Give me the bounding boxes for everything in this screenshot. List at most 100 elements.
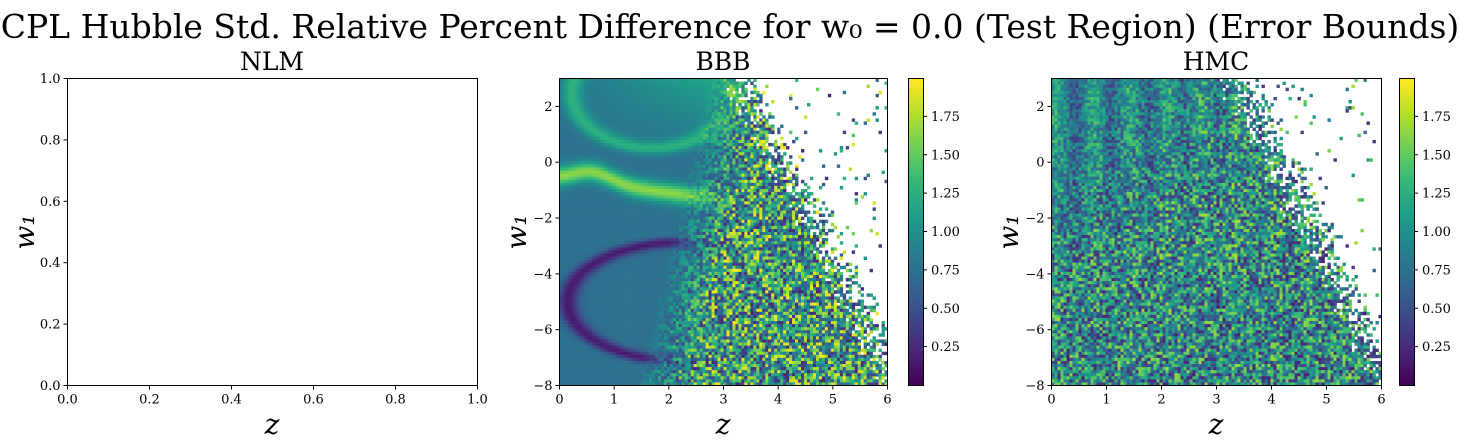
heatmap-cell (648, 195, 653, 199)
heatmap-cell (798, 244, 802, 248)
heatmap-cell (574, 216, 578, 221)
heatmap-cell (601, 127, 605, 132)
heatmap-cell (589, 164, 593, 168)
heatmap-cell (616, 179, 620, 184)
heatmap-cell (604, 142, 608, 147)
heatmap-cell (777, 127, 781, 132)
heatmap-cell (714, 182, 718, 187)
heatmap-cell (750, 192, 754, 196)
heatmap-cell (768, 268, 772, 273)
heatmap-cell (574, 115, 578, 119)
heatmap-cell (634, 225, 638, 230)
heatmap-cell (705, 136, 709, 141)
heatmap-cell (660, 265, 665, 270)
heatmap-cell (598, 210, 602, 214)
heatmap-cell (741, 115, 745, 119)
heatmap-cell (729, 109, 733, 113)
heatmap-cell (815, 265, 820, 270)
heatmap-cell (616, 262, 620, 267)
heatmap-cell (640, 78, 644, 82)
heatmap-cell (759, 201, 763, 205)
heatmap-cell (714, 112, 718, 116)
heatmap-cell (640, 259, 644, 264)
heatmap-cell (735, 96, 739, 101)
heatmap-cell (660, 170, 665, 175)
heatmap-cell (598, 204, 602, 208)
heatmap-cell (696, 225, 700, 230)
heatmap-cell (681, 164, 686, 168)
heatmap-cell (586, 232, 590, 236)
heatmap-cell (693, 84, 698, 89)
heatmap-cell (562, 241, 566, 245)
heatmap-cell (747, 244, 751, 248)
heatmap-cell (756, 182, 760, 187)
heatmap-cell (783, 225, 787, 230)
heatmap-cell (669, 139, 674, 144)
heatmap-cell (777, 241, 781, 245)
heatmap-cell (723, 228, 727, 233)
heatmap-cell (744, 170, 748, 175)
heatmap-cell (613, 185, 617, 190)
heatmap-cell (756, 225, 760, 230)
heatmap-cell (705, 164, 709, 168)
heatmap-cell (771, 219, 775, 224)
heatmap-cell (660, 259, 665, 264)
heatmap-cell (765, 198, 769, 202)
heatmap-cell (699, 136, 703, 141)
heatmap-cell (798, 256, 802, 260)
heatmap-cell (571, 256, 575, 260)
heatmap-cell (595, 149, 599, 153)
heatmap-cell (795, 256, 799, 260)
heatmap-cell (601, 213, 605, 217)
heatmap-cell (586, 225, 590, 230)
heatmap-cell (675, 127, 680, 132)
heatmap-cell (687, 149, 692, 153)
heatmap-cell (628, 201, 632, 205)
heatmap-cell (616, 222, 620, 227)
heatmap-cell (642, 155, 647, 159)
heatmap-cell (720, 99, 724, 104)
heatmap-cell (798, 250, 802, 254)
heatmap-cell (756, 185, 760, 190)
heatmap-cell (583, 204, 587, 208)
heatmap-cell (801, 235, 805, 239)
heatmap-cell (723, 96, 727, 101)
heatmap-cell (574, 225, 578, 230)
heatmap-cell (562, 235, 566, 239)
heatmap-cell (580, 256, 584, 260)
heatmap-cell (645, 259, 650, 264)
heatmap-cell (604, 161, 608, 165)
heatmap-cell (818, 232, 823, 236)
heatmap-cell (574, 99, 578, 104)
heatmap-cell (708, 142, 712, 147)
heatmap-cell (795, 182, 799, 187)
heatmap-cell (580, 207, 584, 211)
heatmap-cell (654, 189, 659, 193)
heatmap-cell (720, 265, 724, 270)
heatmap-cell (562, 216, 566, 221)
heatmap-cell (598, 96, 602, 101)
heatmap-cell (640, 225, 644, 230)
heatmap-cell (574, 210, 578, 214)
heatmap-cell (777, 247, 781, 251)
heatmap-cell (625, 146, 629, 150)
heatmap-cell (738, 93, 742, 98)
heatmap-cell (616, 121, 620, 125)
heatmap-cell (747, 133, 751, 138)
heatmap-cell (645, 124, 650, 128)
heatmap-cell (657, 250, 662, 254)
heatmap-cell (663, 192, 668, 196)
heatmap-cell (678, 127, 683, 132)
heatmap-cell (622, 173, 626, 178)
heatmap-cell (717, 152, 721, 156)
heatmap-cell (750, 149, 754, 153)
heatmap-cell (598, 136, 602, 141)
heatmap-cell (654, 109, 659, 113)
heatmap-cell (678, 99, 683, 104)
heatmap-cell (645, 198, 650, 202)
heatmap-cell (607, 152, 611, 156)
heatmap-cell (589, 139, 593, 144)
heatmap-cell (601, 189, 605, 193)
heatmap-cell (765, 241, 769, 245)
heatmap-cell (660, 130, 665, 135)
